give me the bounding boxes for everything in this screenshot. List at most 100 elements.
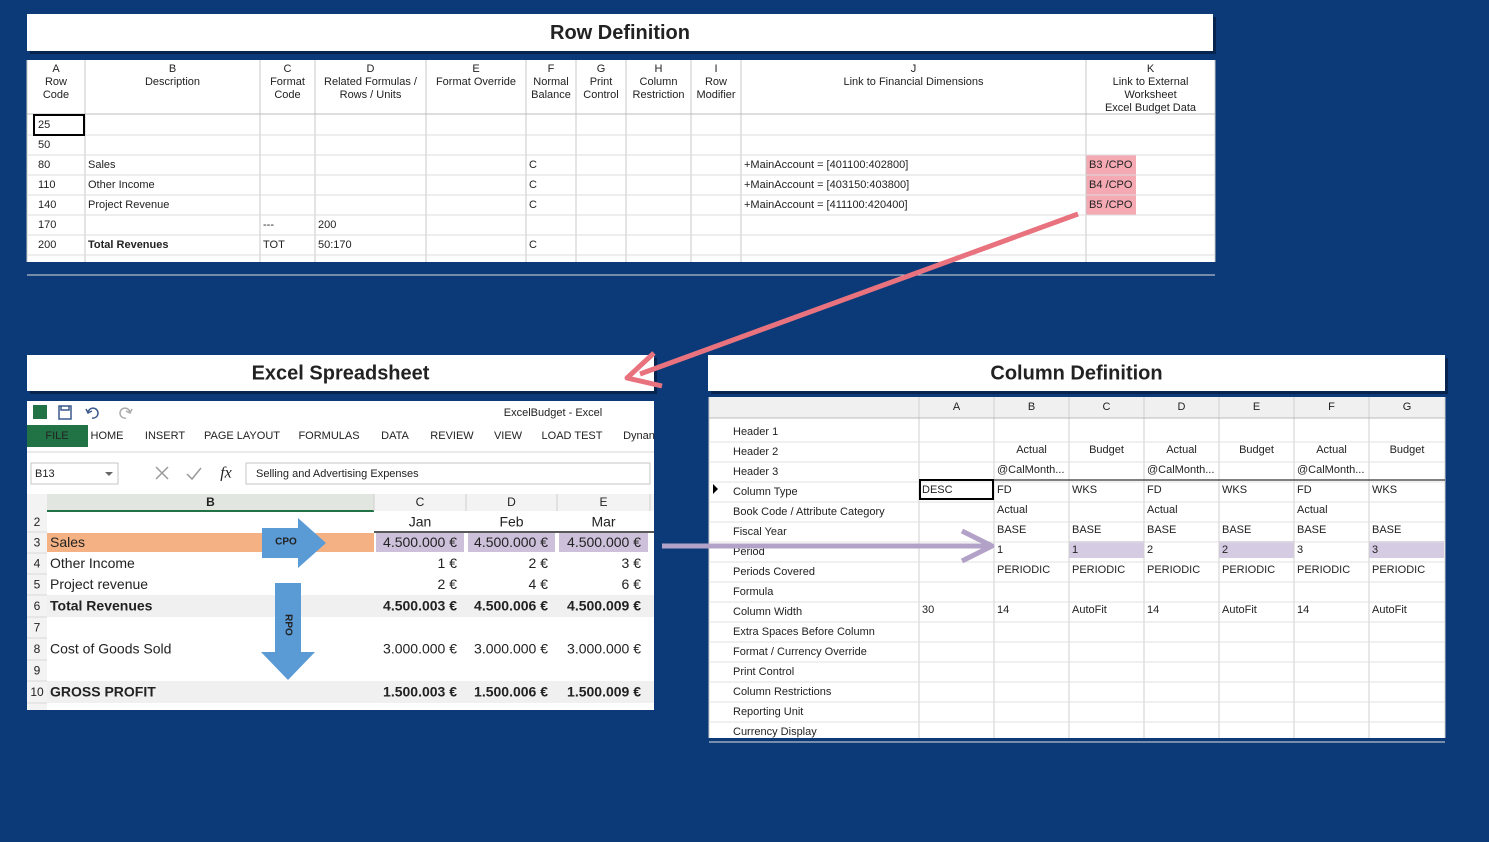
formula-text: Selling and Advertising Expenses [256, 468, 419, 480]
column-label: Balance [531, 89, 571, 101]
column-letter: D [367, 63, 375, 75]
cell: PERIODIC [1147, 564, 1200, 576]
highlight-cell [1069, 541, 1144, 558]
column-label: Rows / Units [340, 89, 402, 101]
highlight-cell [1086, 175, 1136, 195]
cell: PERIODIC [997, 564, 1050, 576]
cell-value: 1.500.006 € [474, 684, 548, 700]
cell-value: 4.500.000 € [567, 534, 641, 550]
cell: 140 [38, 199, 56, 211]
highlight-cell [1086, 195, 1136, 215]
cell-value: 4.500.000 € [383, 534, 457, 550]
cell-value: 2 € [438, 576, 458, 592]
row-label: Currency Display [733, 726, 817, 738]
cell-value: 3.000.000 € [567, 641, 641, 657]
cell: Actual [1297, 504, 1328, 516]
cell: Actual [1166, 444, 1197, 456]
highlight-value [468, 533, 555, 552]
column-letter: J [911, 63, 917, 75]
column-letter: A [953, 401, 961, 413]
cell: 30 [922, 604, 934, 616]
ribbon-tab[interactable]: Dynan [623, 430, 655, 442]
cell-value: Feb [499, 514, 523, 530]
ribbon-tab[interactable]: PAGE LAYOUT [204, 430, 280, 442]
column-letter: I [714, 63, 717, 75]
column-label: Code [43, 89, 69, 101]
ribbon-tab[interactable]: LOAD TEST [542, 430, 603, 442]
cell: 3 [1297, 544, 1303, 556]
cell: --- [263, 219, 274, 231]
cell: WKS [1372, 484, 1397, 496]
cell-value: 1 € [438, 555, 458, 571]
cell: 50 [38, 139, 50, 151]
panel-title: Row Definition [550, 22, 690, 44]
name-box [30, 462, 119, 485]
ribbon-tab[interactable]: REVIEW [430, 430, 474, 442]
cell: Other Income [88, 179, 155, 191]
cell: C [529, 159, 537, 171]
row-number: 2 [34, 515, 41, 529]
row-number: 4 [34, 557, 41, 571]
column-letter: D [1178, 401, 1186, 413]
ribbon-tab[interactable]: DATA [381, 430, 409, 442]
cell: BASE [1147, 524, 1176, 536]
cell: @CalMonth... [997, 464, 1064, 476]
row-label: Header 1 [733, 426, 778, 438]
cell: +MainAccount = [403150:403800] [744, 179, 909, 191]
period-arrow-head [960, 528, 995, 564]
column-label: Related Formulas / [324, 76, 418, 88]
cell: AutoFit [1372, 604, 1407, 616]
cell: WKS [1072, 484, 1097, 496]
cell: 14 [1147, 604, 1159, 616]
highlight-value [559, 533, 648, 552]
ribbon-tab[interactable]: HOME [91, 430, 124, 442]
column-header: E [599, 495, 607, 509]
row-label: Book Code / Attribute Category [733, 506, 885, 518]
down-arrow [261, 583, 315, 680]
link-arrow-head [624, 351, 663, 389]
column-label: Worksheet [1124, 89, 1176, 101]
ribbon-tab[interactable]: FORMULAS [298, 430, 359, 442]
cell: B4 /CPO [1089, 179, 1133, 191]
ribbon-tab[interactable]: FILE [45, 430, 68, 442]
dropdown [105, 472, 113, 476]
cell: WKS [1222, 484, 1247, 496]
column-definition-table [709, 397, 1445, 738]
cell: DESC [922, 484, 953, 496]
column-label: Column [640, 76, 678, 88]
column-label: Excel Budget Data [1105, 102, 1197, 114]
cell: BASE [1297, 524, 1326, 536]
column-letter: A [52, 63, 60, 75]
highlight-cell [1369, 541, 1444, 558]
right-arrow-label: CPO [275, 537, 297, 548]
cell: 200 [38, 239, 56, 251]
cell: Sales [88, 159, 116, 171]
cell-value: 2 € [529, 555, 549, 571]
column-header: C [416, 495, 425, 509]
ribbon-tab[interactable]: VIEW [494, 430, 523, 442]
cell: 200 [318, 219, 336, 231]
cell: 14 [997, 604, 1009, 616]
title-bar [708, 355, 1445, 391]
row-label: Project revenue [50, 576, 148, 592]
window-title: ExcelBudget - Excel [504, 407, 602, 419]
title-bar [27, 355, 654, 391]
cell: Project Revenue [88, 199, 169, 211]
row-number: 6 [34, 599, 41, 613]
cell: +MainAccount = [411100:420400] [744, 199, 908, 211]
cell: Actual [1016, 444, 1047, 456]
row-label: Total Revenues [50, 598, 153, 614]
row-label: Column Type [733, 486, 798, 498]
file-tab [27, 425, 88, 447]
row-pointer [713, 484, 718, 494]
cell: C [529, 179, 537, 191]
title-bar [27, 14, 1213, 51]
cell: Budget [1089, 444, 1124, 456]
ribbon-tab[interactable]: INSERT [145, 430, 185, 442]
column-letter: B [1028, 401, 1035, 413]
header-row [709, 397, 1445, 418]
cell: BASE [997, 524, 1026, 536]
cell-value: 1.500.009 € [567, 684, 641, 700]
row-label: Cost of Goods Sold [50, 641, 171, 657]
save-icon [58, 405, 72, 420]
